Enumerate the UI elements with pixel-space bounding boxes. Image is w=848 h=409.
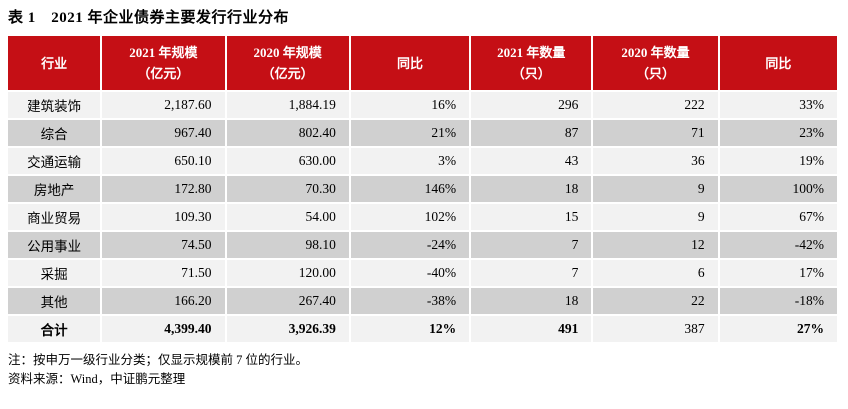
cell-yoy-count: 19%	[719, 148, 837, 174]
cell-yoy-scale: -40%	[350, 260, 470, 286]
cell-scale-2021: 4,399.40	[102, 316, 225, 342]
cell-scale-2021: 172.80	[102, 176, 225, 202]
cell-yoy-count: 17%	[719, 260, 837, 286]
table-title: 表 1 2021 年企业债券主要发行行业分布	[8, 10, 290, 26]
table-total-row: 合计 4,399.40 3,926.39 12% 491 387 27%	[8, 316, 837, 342]
cell-yoy-count: -42%	[719, 232, 837, 258]
cell-yoy-count: 33%	[719, 92, 837, 118]
cell-industry: 建筑装饰	[8, 92, 101, 118]
cell-count-2020: 9	[593, 204, 718, 230]
cell-count-2020: 22	[593, 288, 718, 314]
cell-count-2020: 387	[593, 316, 718, 342]
header-count-2020-line1: 2020 年数量	[621, 45, 690, 60]
cell-industry: 公用事业	[8, 232, 101, 258]
cell-yoy-count: 23%	[719, 120, 837, 146]
header-scale-2021-line2: （亿元）	[137, 66, 190, 81]
cell-yoy-scale: 102%	[350, 204, 470, 230]
header-row: 行业 2021 年规模 （亿元） 2020 年规模 （亿元） 同比 2021 年…	[8, 36, 837, 90]
cell-yoy-count: -18%	[719, 288, 837, 314]
header-yoy-scale-label: 同比	[396, 55, 423, 71]
cell-scale-2021: 2,187.60	[102, 92, 225, 118]
header-industry-label: 行业	[41, 55, 68, 71]
cell-yoy-scale: 3%	[350, 148, 470, 174]
table-footnotes: 注：按申万一级行业分类；仅显示规模前 7 位的行业。 资料来源：Wind，中证鹏…	[8, 351, 840, 389]
cell-industry: 房地产	[8, 176, 101, 202]
cell-count-2021: 15	[471, 204, 592, 230]
cell-yoy-scale: 12%	[350, 316, 470, 342]
cell-scale-2020: 1,884.19	[226, 92, 349, 118]
header-count-2020-line2: （只）	[636, 66, 676, 81]
table-row: 商业贸易 109.30 54.00 102% 15 9 67%	[8, 204, 837, 230]
cell-scale-2020: 802.40	[226, 120, 349, 146]
cell-scale-2021: 650.10	[102, 148, 225, 174]
cell-scale-2021: 967.40	[102, 120, 225, 146]
header-count-2020: 2020 年数量 （只）	[593, 36, 718, 90]
cell-count-2020: 222	[593, 92, 718, 118]
cell-yoy-count: 67%	[719, 204, 837, 230]
cell-industry: 其他	[8, 288, 101, 314]
cell-scale-2020: 120.00	[226, 260, 349, 286]
cell-count-2021: 18	[471, 176, 592, 202]
cell-industry: 合计	[8, 316, 101, 342]
cell-scale-2021: 74.50	[102, 232, 225, 258]
industry-distribution-table: 行业 2021 年规模 （亿元） 2020 年规模 （亿元） 同比 2021 年…	[6, 34, 839, 344]
header-scale-2021: 2021 年规模 （亿元）	[102, 36, 225, 90]
cell-count-2020: 12	[593, 232, 718, 258]
header-scale-2020: 2020 年规模 （亿元）	[226, 36, 349, 90]
report-table-figure: 表 1 2021 年企业债券主要发行行业分布 行业 2021 年规模 （亿元） …	[6, 10, 840, 389]
header-yoy-count-label: 同比	[765, 55, 792, 71]
table-row: 其他 166.20 267.40 -38% 18 22 -18%	[8, 288, 837, 314]
cell-count-2021: 296	[471, 92, 592, 118]
cell-industry: 交通运输	[8, 148, 101, 174]
cell-scale-2021: 71.50	[102, 260, 225, 286]
cell-scale-2020: 3,926.39	[226, 316, 349, 342]
cell-yoy-scale: 146%	[350, 176, 470, 202]
cell-yoy-scale: 16%	[350, 92, 470, 118]
cell-scale-2020: 54.00	[226, 204, 349, 230]
table-note: 注：按申万一级行业分类；仅显示规模前 7 位的行业。	[8, 353, 309, 367]
header-yoy-scale: 同比	[350, 36, 470, 90]
cell-count-2021: 87	[471, 120, 592, 146]
cell-yoy-count: 27%	[719, 316, 837, 342]
cell-count-2021: 18	[471, 288, 592, 314]
table-row: 公用事业 74.50 98.10 -24% 7 12 -42%	[8, 232, 837, 258]
cell-scale-2020: 98.10	[226, 232, 349, 258]
cell-scale-2020: 70.30	[226, 176, 349, 202]
header-scale-2021-line1: 2021 年规模	[129, 45, 198, 60]
header-count-2021: 2021 年数量 （只）	[471, 36, 592, 90]
header-industry: 行业	[8, 36, 101, 90]
table-row: 房地产 172.80 70.30 146% 18 9 100%	[8, 176, 837, 202]
cell-yoy-scale: -24%	[350, 232, 470, 258]
data-source: 资料来源：Wind，中证鹏元整理	[8, 372, 186, 386]
cell-count-2021: 491	[471, 316, 592, 342]
cell-scale-2021: 109.30	[102, 204, 225, 230]
cell-scale-2020: 267.40	[226, 288, 349, 314]
cell-count-2020: 6	[593, 260, 718, 286]
cell-scale-2020: 630.00	[226, 148, 349, 174]
header-scale-2020-line1: 2020 年规模	[253, 45, 322, 60]
table-row: 建筑装饰 2,187.60 1,884.19 16% 296 222 33%	[8, 92, 837, 118]
header-count-2021-line1: 2021 年数量	[497, 45, 566, 60]
cell-count-2021: 7	[471, 232, 592, 258]
cell-yoy-count: 100%	[719, 176, 837, 202]
header-scale-2020-line2: （亿元）	[261, 66, 314, 81]
cell-yoy-scale: -38%	[350, 288, 470, 314]
cell-count-2021: 7	[471, 260, 592, 286]
table-row: 综合 967.40 802.40 21% 87 71 23%	[8, 120, 837, 146]
table-row: 交通运输 650.10 630.00 3% 43 36 19%	[8, 148, 837, 174]
cell-industry: 综合	[8, 120, 101, 146]
cell-industry: 采掘	[8, 260, 101, 286]
header-count-2021-line2: （只）	[511, 66, 551, 81]
cell-count-2021: 43	[471, 148, 592, 174]
cell-count-2020: 36	[593, 148, 718, 174]
cell-yoy-scale: 21%	[350, 120, 470, 146]
table-row: 采掘 71.50 120.00 -40% 7 6 17%	[8, 260, 837, 286]
cell-count-2020: 9	[593, 176, 718, 202]
cell-count-2020: 71	[593, 120, 718, 146]
header-yoy-count: 同比	[719, 36, 837, 90]
cell-scale-2021: 166.20	[102, 288, 225, 314]
cell-industry: 商业贸易	[8, 204, 101, 230]
